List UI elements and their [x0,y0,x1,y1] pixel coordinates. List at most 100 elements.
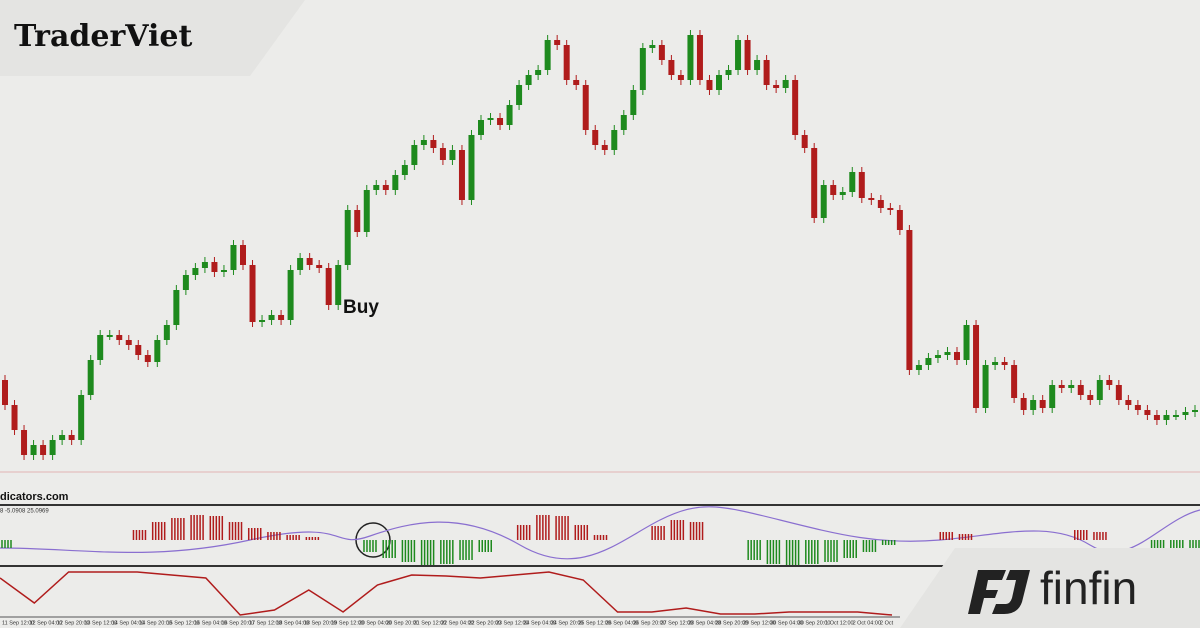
candle-body [1049,385,1056,408]
candle-body [1058,385,1065,388]
candle-body [658,45,665,60]
candle-body [963,325,970,360]
x-tick-label: 25 Sep 12:00 [578,620,611,626]
candle-body [487,118,494,120]
candle-body [630,90,637,115]
candle-body [1144,410,1151,415]
candle-body [1134,405,1141,410]
candle-body [68,435,75,440]
candle-body [1096,380,1103,400]
candle-body [877,200,884,208]
candle-body [497,118,504,125]
logo-icon [968,570,1030,614]
candle-body [173,290,180,325]
candle-body [1068,385,1075,388]
candle-body [830,185,837,195]
candle-body [516,85,523,105]
candle-body [163,325,170,340]
candle-body [30,445,37,455]
x-tick-label: 24 Sep 20:00 [551,620,584,626]
candle-body [363,190,370,232]
candle-body [97,335,104,360]
candle-body [1106,380,1113,385]
candle-body [49,440,56,455]
candle-body [325,268,332,305]
x-tick-label: 24 Sep 04:00 [523,620,556,626]
candle-body [259,320,266,322]
x-tick-label: 16 Sep 04:00 [194,620,227,626]
candle-body [287,270,294,320]
x-tick-label: 15 Sep 12:00 [167,620,200,626]
candle-body [696,35,703,80]
candle-body [925,358,932,365]
candle-body [439,148,446,160]
x-tick-label: 21 Sep 12:00 [414,620,447,626]
candle-body [535,70,542,75]
candle-body [944,352,951,355]
x-tick-label: 26 Sep 20:00 [633,620,666,626]
x-tick-label: 28 Sep 04:00 [688,620,721,626]
logo-text: finfin [1040,562,1137,614]
brand: TraderViet [14,19,192,54]
candle-body [982,365,989,408]
candle-body [582,85,589,130]
x-tick-label: 17 Sep 12:00 [249,620,282,626]
candle-body [592,130,599,145]
candle-body [335,265,342,305]
candle-body [1077,385,1084,395]
x-tick-label: 12 Sep 04:00 [29,620,62,626]
x-tick-label: 20 Sep 20:00 [386,620,419,626]
candle-body [116,335,123,340]
candle-body [792,80,799,135]
candle-body [21,430,28,455]
candle-body [811,148,818,218]
candle-body [1182,412,1189,415]
candle-body [782,80,789,88]
candle-body [297,258,304,270]
candle-body [430,140,437,148]
candle-body [230,245,237,270]
x-tick-label: 23 Sep 12:00 [496,620,529,626]
candle-body [220,270,227,272]
candle-body [401,165,408,175]
watermark: dicators.com [0,491,69,503]
candle-body [563,45,570,80]
candle-body [754,60,761,70]
candle-body [573,80,580,85]
x-tick-label: 22 Sep 04:00 [441,620,474,626]
candle-body [278,315,285,320]
candle-body [554,40,561,45]
candle-body [906,230,913,370]
candle-body [1020,398,1027,410]
candle-body [954,352,960,360]
candle-body [468,135,475,200]
candle-body [392,175,399,190]
x-tick-label: 19 Sep 12:00 [331,620,364,626]
candle-body [192,268,199,275]
candle-body [677,75,684,80]
candle-body [773,85,780,88]
x-tick-label: 16 Sep 20:00 [222,620,255,626]
candle-body [1192,410,1198,412]
candle-body [2,380,8,405]
candle-body [125,340,132,345]
candle-body [249,265,256,322]
candle-body [611,130,618,150]
brand-badge [0,0,305,76]
candle-body [687,35,694,80]
candle-body [268,315,275,320]
candle-body [668,60,675,75]
x-tick-label: 14 Sep 04:00 [112,620,145,626]
candle-body [506,105,513,125]
candle-body [620,115,627,130]
candle-body [992,362,999,365]
candle-body [40,445,47,455]
candle-body [201,262,208,268]
candle-body [973,325,980,408]
candle-body [915,365,922,370]
x-tick-label: 1 Oct 12:00 [825,620,853,626]
oscillator-line [0,571,893,616]
